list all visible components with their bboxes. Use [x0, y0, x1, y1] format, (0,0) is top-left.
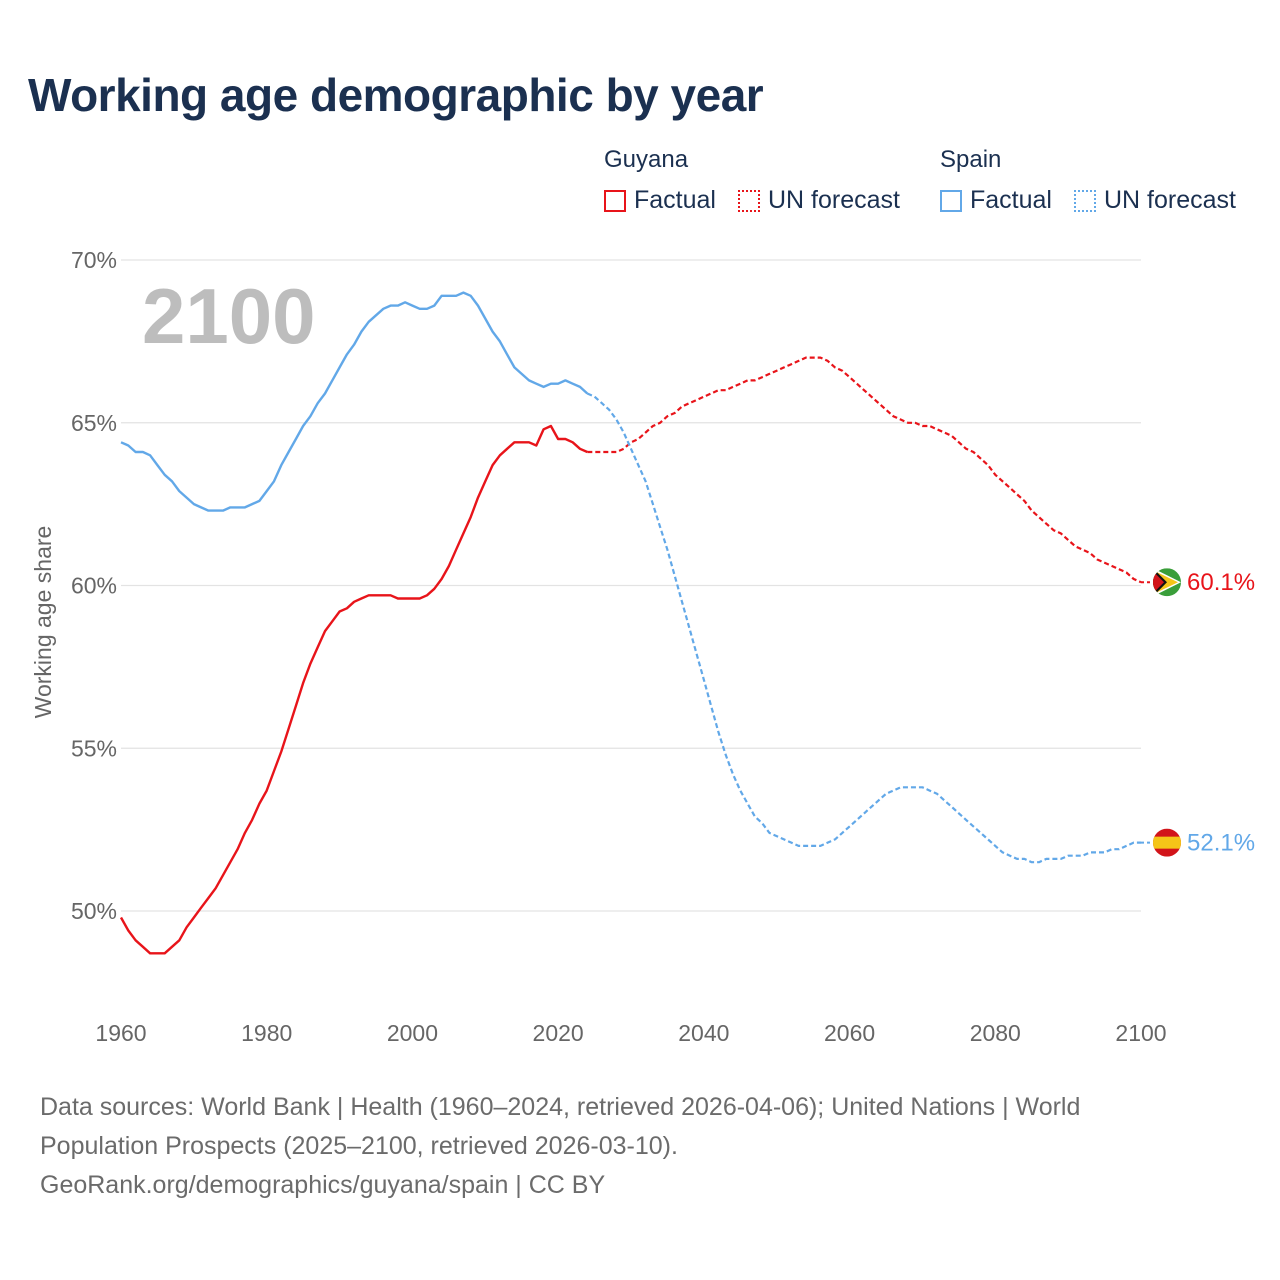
legend-spain-forecast[interactable]: UN forecast	[1074, 186, 1236, 215]
legend-guyana-forecast-label: UN forecast	[768, 186, 900, 214]
legend-group-guyana: Guyana	[604, 146, 689, 173]
legend-guyana-factual-label: Factual	[634, 186, 716, 214]
chart-title: Working age demographic by year	[28, 69, 764, 121]
legend-spain-forecast-label: UN forecast	[1104, 186, 1236, 214]
legend-spain-factual-swatch	[940, 189, 962, 212]
x-tick-label: 2020	[533, 1020, 584, 1046]
gridlines	[121, 259, 1141, 912]
guyana-factual-line[interactable]	[119, 424, 588, 955]
legend-guyana-forecast[interactable]: UN forecast	[738, 186, 900, 215]
line-chart: 2100 50% 55% 60% 65% 70% 1960 1980 2000 2020 204…	[30, 247, 1255, 1046]
legend-spain-forecast-swatch	[1074, 189, 1096, 212]
x-axis-ticks: 1960 1980 2000 2020 2040 2060 2080 2100	[95, 1020, 1166, 1046]
y-axis-ticks: 50% 55% 60% 65% 70%	[71, 247, 117, 924]
x-tick-label: 2080	[970, 1020, 1021, 1046]
legend-guyana-forecast-swatch	[738, 189, 760, 212]
x-tick-label: 1980	[241, 1020, 292, 1046]
legend-spain-factual-label: Factual	[970, 186, 1052, 214]
spain-flag-icon	[1153, 828, 1181, 857]
spain-factual-line[interactable]	[120, 291, 589, 512]
spain-forecast-line[interactable]	[586, 392, 1141, 864]
x-tick-label: 2060	[824, 1020, 875, 1046]
y-axis-label: Working age share	[30, 526, 56, 719]
footer-line-2: Population Prospects (2025–2100, retriev…	[40, 1132, 678, 1160]
y-tick-label: 65%	[71, 410, 117, 436]
legend-group-spain: Spain	[940, 146, 1002, 173]
spain-end-label: 52.1%	[1187, 830, 1255, 857]
footer: Data sources: World Bank | Health (1960–…	[40, 1088, 1240, 1205]
year-overlay: 2100	[142, 272, 316, 360]
y-tick-label: 70%	[71, 247, 117, 273]
x-tick-label: 2000	[387, 1020, 438, 1046]
x-tick-label: 2100	[1115, 1020, 1166, 1046]
guyana-flag-icon	[1153, 568, 1181, 597]
y-tick-label: 55%	[71, 735, 117, 761]
legend-guyana-factual-swatch	[604, 189, 626, 212]
legend-spain-factual[interactable]: Factual	[940, 186, 1052, 215]
y-tick-label: 60%	[71, 573, 117, 599]
guyana-forecast-line[interactable]	[587, 356, 1142, 584]
footer-line-3[interactable]: GeoRank.org/demographics/guyana/spain | …	[40, 1171, 606, 1199]
y-tick-label: 50%	[71, 898, 117, 924]
footer-line-1: Data sources: World Bank | Health (1960–…	[40, 1093, 1081, 1121]
x-tick-label: 2040	[678, 1020, 729, 1046]
guyana-end-label: 60.1%	[1187, 569, 1255, 596]
legend-guyana-factual[interactable]: Factual	[604, 186, 716, 215]
end-markers: 60.1% 52.1%	[1141, 568, 1255, 857]
x-tick-label: 1960	[95, 1020, 146, 1046]
series-lines	[119, 291, 1142, 955]
